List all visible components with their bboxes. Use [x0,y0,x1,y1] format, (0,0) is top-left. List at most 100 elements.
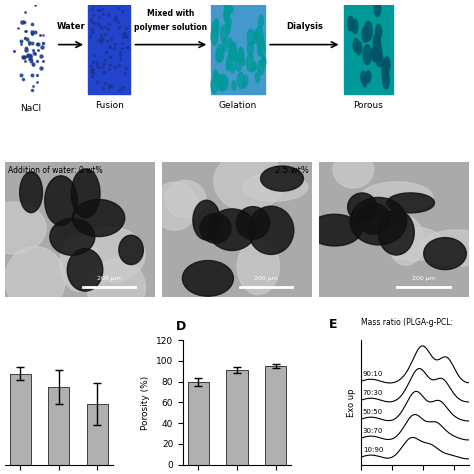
Circle shape [373,34,381,52]
Ellipse shape [424,237,466,270]
Ellipse shape [50,219,95,255]
Text: Addition of water: 0 wt%: Addition of water: 0 wt% [8,166,102,175]
Ellipse shape [214,151,284,211]
Ellipse shape [119,235,143,264]
Text: Mixed with: Mixed with [147,9,194,18]
Circle shape [253,62,256,70]
Circle shape [383,72,390,89]
Ellipse shape [378,210,414,255]
Ellipse shape [243,173,308,201]
Text: Gelation: Gelation [219,100,257,109]
Circle shape [239,48,242,55]
Text: 50:50: 50:50 [363,409,383,415]
Circle shape [222,39,228,51]
Text: Fusion: Fusion [95,100,124,109]
Ellipse shape [248,206,294,255]
Circle shape [261,56,266,68]
Circle shape [247,41,254,56]
Bar [48,387,69,465]
Circle shape [374,0,381,17]
Circle shape [228,43,236,61]
Circle shape [352,19,358,34]
Circle shape [228,38,232,47]
Circle shape [382,64,388,80]
Circle shape [259,41,265,56]
Circle shape [219,80,224,91]
Circle shape [227,23,230,31]
Circle shape [224,8,229,22]
Bar [211,0,265,93]
Bar [344,0,392,93]
Ellipse shape [74,227,145,283]
Text: Porous: Porous [353,100,383,109]
Circle shape [258,15,264,27]
Circle shape [362,27,368,42]
Circle shape [232,81,236,90]
Ellipse shape [236,207,270,239]
Y-axis label: Exo up: Exo up [346,388,356,417]
Circle shape [229,42,237,60]
Circle shape [356,42,362,55]
Circle shape [216,21,219,28]
Circle shape [238,47,244,63]
Circle shape [254,34,257,44]
Circle shape [220,81,225,91]
Text: 10:90: 10:90 [363,447,383,453]
Circle shape [255,29,259,39]
Circle shape [218,74,224,91]
Text: 30:70: 30:70 [363,428,383,434]
Text: 70:30: 70:30 [363,390,383,396]
Text: 90:10: 90:10 [363,371,383,377]
Circle shape [211,77,218,93]
Bar [88,0,130,93]
Bar [265,366,286,465]
Text: Mass ratio (PLGA-g-PCL:: Mass ratio (PLGA-g-PCL: [361,318,453,327]
Circle shape [226,62,230,71]
Circle shape [255,73,260,83]
Circle shape [383,57,390,73]
Ellipse shape [73,200,125,237]
Ellipse shape [151,182,198,230]
Ellipse shape [60,234,99,292]
Ellipse shape [193,200,220,240]
Circle shape [243,81,246,89]
Circle shape [224,9,229,20]
Circle shape [228,18,231,27]
Circle shape [231,64,235,73]
Circle shape [257,32,264,49]
Ellipse shape [388,216,424,265]
Ellipse shape [357,203,390,234]
Circle shape [236,56,242,71]
Y-axis label: Porosity (%): Porosity (%) [141,375,150,429]
Circle shape [364,21,372,41]
Circle shape [234,54,237,62]
Circle shape [382,59,388,73]
Ellipse shape [87,259,146,316]
Ellipse shape [182,261,233,296]
Circle shape [246,54,254,72]
Circle shape [214,72,219,84]
Circle shape [244,75,248,86]
Circle shape [237,72,244,89]
Circle shape [227,55,232,68]
Circle shape [375,25,382,39]
Text: E: E [329,318,337,331]
Circle shape [216,49,221,63]
Ellipse shape [333,151,374,188]
Ellipse shape [209,209,256,250]
Ellipse shape [237,238,279,294]
Ellipse shape [308,214,362,246]
Ellipse shape [45,176,77,226]
Circle shape [217,44,224,62]
Ellipse shape [347,193,377,221]
Text: 200 μm: 200 μm [97,275,121,281]
Circle shape [361,71,366,83]
Text: Water: Water [56,22,85,31]
Bar [227,370,247,465]
Ellipse shape [67,249,103,291]
Circle shape [212,21,219,36]
Circle shape [224,0,231,16]
Circle shape [372,47,378,62]
Text: 200 μm: 200 μm [254,275,278,281]
Circle shape [247,29,255,46]
